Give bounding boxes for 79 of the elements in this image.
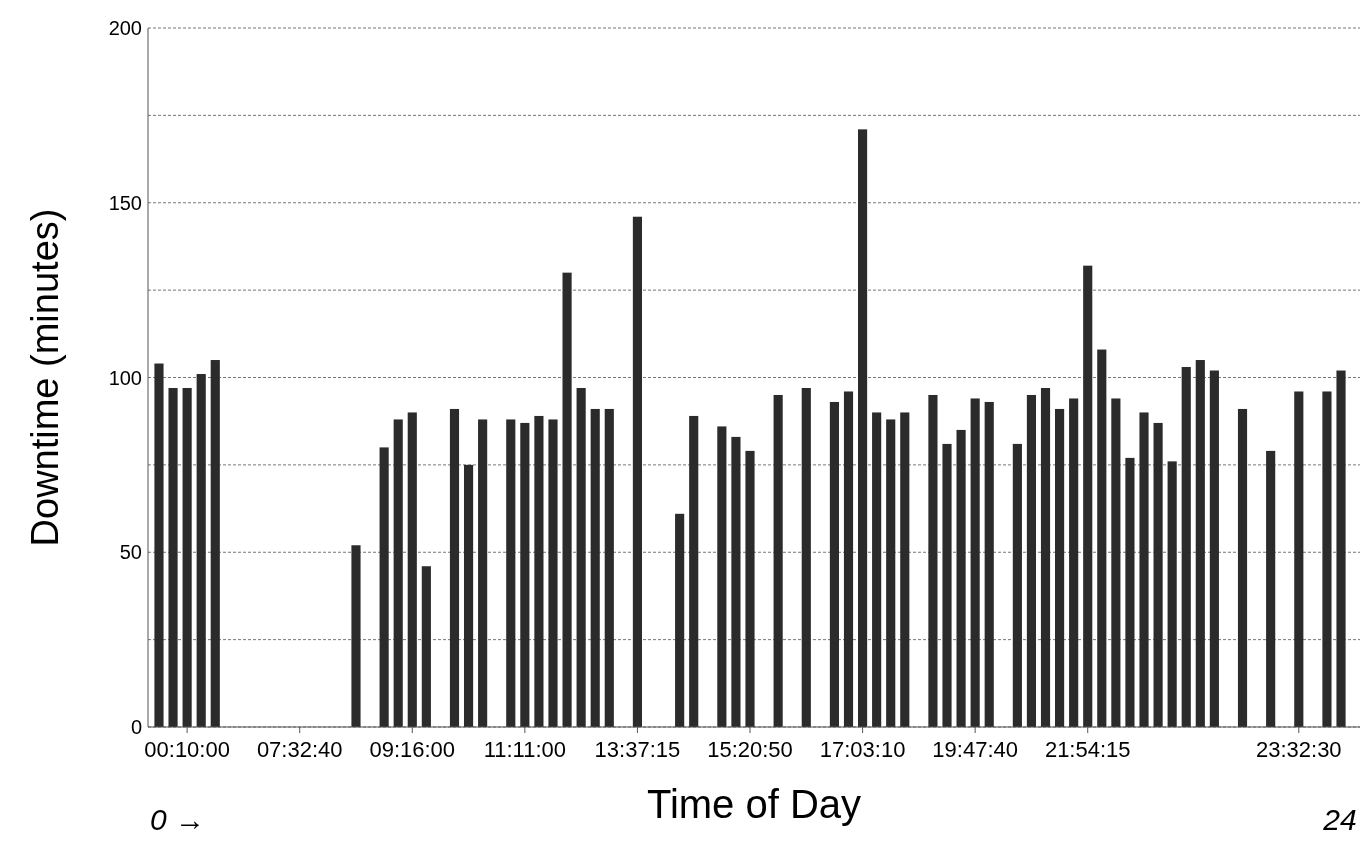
x-tick-label: 11:11:00 (483, 737, 567, 762)
x-tick-label: 13:37:15 (594, 737, 681, 762)
bar (1125, 457, 1135, 727)
bar (745, 450, 755, 727)
bar (1266, 450, 1276, 727)
bar (1153, 422, 1163, 727)
x-tick-label: 19:47:40 (932, 737, 1018, 762)
bar (1026, 394, 1037, 727)
bar (1055, 408, 1065, 727)
bar (1181, 367, 1191, 727)
bar (168, 387, 178, 727)
bar (1012, 443, 1022, 727)
bar (506, 419, 516, 727)
bar (562, 272, 572, 727)
bar (928, 394, 938, 727)
bar (942, 443, 952, 727)
bar (210, 360, 220, 727)
bar (829, 401, 839, 727)
bar (449, 408, 460, 727)
bar (872, 412, 882, 727)
bar (843, 391, 854, 727)
bar (604, 408, 614, 727)
bar (858, 129, 868, 727)
bar (548, 419, 558, 727)
bar (534, 415, 544, 727)
bar (1237, 408, 1248, 727)
bar (886, 419, 896, 727)
x-axis-title: Time of Day (646, 782, 862, 826)
bar (1322, 391, 1332, 727)
x-tick-label: 09:16:00 (369, 737, 456, 762)
bar (900, 412, 910, 727)
bar (717, 426, 727, 727)
bar (1111, 398, 1121, 727)
x-tick-label: 17:03:10 (819, 737, 906, 762)
y-tick-label: 150 (108, 191, 142, 214)
bar (421, 566, 431, 727)
bar (773, 394, 783, 727)
bar (689, 415, 699, 727)
bar (1040, 387, 1051, 727)
x-tick-label: 15:20:50 (707, 737, 793, 762)
bar (182, 387, 192, 727)
x-tick-label: 00:10:00 (144, 737, 230, 762)
text: 0 → (150, 803, 206, 836)
y-tick-label: 0 (130, 716, 142, 738)
bar (801, 387, 811, 727)
bar (970, 398, 980, 727)
bar (731, 436, 741, 727)
bar (196, 374, 206, 727)
bar (1069, 398, 1079, 727)
x-tick-label: 07:32:40 (256, 737, 343, 762)
bar (984, 401, 994, 727)
x-tick-label: 23:32:30 (1255, 737, 1342, 762)
bar (576, 387, 586, 727)
bar (463, 464, 474, 727)
bar (520, 422, 530, 727)
bar (1336, 370, 1346, 727)
bar (675, 513, 685, 727)
bar (351, 545, 361, 727)
y-tick-label: 50 (119, 541, 142, 564)
y-tick-label: 100 (108, 366, 142, 389)
y-axis-title: Downtime (minutes) (24, 208, 66, 547)
bar (379, 447, 389, 727)
y-tick-label: 200 (108, 17, 142, 39)
bar (1097, 349, 1107, 727)
bar (1167, 461, 1177, 727)
bar (956, 429, 966, 727)
bar (1195, 360, 1205, 727)
bar (393, 419, 403, 727)
x-tick-label: 21:54:15 (1044, 737, 1131, 762)
bar (1083, 265, 1093, 727)
bar (407, 412, 417, 727)
bar (1209, 370, 1219, 727)
bar (1294, 391, 1304, 727)
bar (154, 363, 164, 727)
bar (632, 216, 642, 727)
bar (478, 419, 488, 727)
bar (590, 408, 600, 727)
text: 24 (1322, 803, 1357, 836)
bar (1139, 412, 1149, 727)
